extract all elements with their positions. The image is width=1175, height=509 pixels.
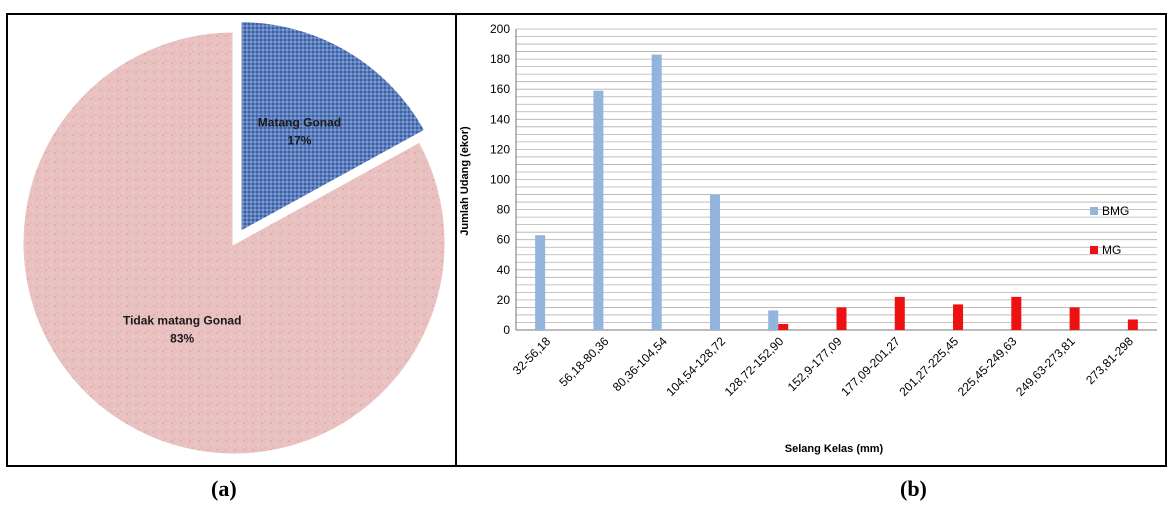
x-tick-label: 177,09-201,27 xyxy=(838,334,903,399)
bar-bmg-1 xyxy=(535,235,546,330)
x-axis-title: Selang Kelas (mm) xyxy=(785,443,884,455)
bars xyxy=(535,54,1138,331)
bar-mg-11 xyxy=(1127,319,1138,330)
x-tick-label: 56,18-80,36 xyxy=(556,334,611,389)
y-tick-label: 100 xyxy=(490,173,510,187)
bar-mg-5 xyxy=(778,323,789,330)
y-tick-label: 180 xyxy=(490,52,510,66)
bar-bmg-4 xyxy=(709,194,720,330)
legend-swatch-mg xyxy=(1090,246,1098,254)
pie-slice-matang-gonad xyxy=(238,19,428,236)
legend-label-bmg: BMG xyxy=(1102,204,1129,218)
bar-bmg-3 xyxy=(651,54,662,331)
y-tick-label: 0 xyxy=(503,323,510,337)
x-tick-label: 249,63-273,81 xyxy=(1013,334,1078,399)
x-tick-label: 152,9-177,09 xyxy=(785,334,845,394)
y-tick-label: 140 xyxy=(490,112,510,126)
y-tick-labels: 0 20 40 60 80 100 120 140 160 180 200 xyxy=(490,22,510,337)
legend-swatch-bmg xyxy=(1090,207,1098,215)
pie-chart: Matang Gonad 17% Tidak matang Gonad 83% xyxy=(20,19,448,457)
pie-slice-tidak-matang-gonad xyxy=(20,29,448,457)
bar-bmg-5 xyxy=(768,310,779,330)
y-tick-label: 160 xyxy=(490,82,510,96)
pie-slices xyxy=(20,19,448,457)
x-tick-label: 225,45-249,63 xyxy=(955,334,1020,399)
pie-value-matang-gonad: 17% xyxy=(287,133,311,147)
y-tick-label: 120 xyxy=(490,142,510,156)
y-tick-label: 80 xyxy=(497,203,511,217)
legend-label-mg: MG xyxy=(1102,243,1121,257)
bar-chart: 0 20 40 60 80 100 120 140 160 180 200 32-56,18 56,1… xyxy=(459,22,1157,455)
y-tick-label: 60 xyxy=(497,233,511,247)
x-tick-label: 32-56,18 xyxy=(510,334,554,378)
pie-value-tidak-matang-gonad: 83% xyxy=(170,332,194,346)
gridlines xyxy=(515,28,1157,331)
y-tick-label: 40 xyxy=(497,263,511,277)
x-tick-label: 128,72-152,90 xyxy=(722,334,787,399)
legend: BMG MG xyxy=(1090,204,1129,257)
bar-bmg-2 xyxy=(593,90,604,330)
pie-label-tidak-matang-gonad: Tidak matang Gonad xyxy=(123,314,241,328)
x-tick-label: 273,81-298 xyxy=(1083,334,1136,387)
bar-mg-7 xyxy=(894,296,905,330)
bar-mg-9 xyxy=(1011,296,1022,330)
x-tick-labels: 32-56,18 56,18-80,3680,36-104,54104,54-12… xyxy=(510,334,1136,399)
panel-divider xyxy=(455,13,457,467)
caption-b: (b) xyxy=(900,476,927,501)
pie-label-matang-gonad: Matang Gonad xyxy=(258,115,341,129)
x-tick-label: 80,36-104,54 xyxy=(610,334,670,394)
bar-mg-10 xyxy=(1069,307,1080,330)
x-tick-label: 104,54-128,72 xyxy=(663,334,728,399)
caption-a: (a) xyxy=(211,476,237,501)
bar-mg-8 xyxy=(953,304,964,330)
y-tick-label: 20 xyxy=(497,293,511,307)
y-axis-title: Jumlah Udang (ekor) xyxy=(459,126,471,236)
y-tick-label: 200 xyxy=(490,22,510,36)
pie-labels: Matang Gonad 17% Tidak matang Gonad 83% xyxy=(123,115,341,345)
x-tick-label: 201,27-225,45 xyxy=(897,334,962,399)
bar-mg-6 xyxy=(836,307,847,330)
figure-frame xyxy=(6,13,1167,467)
